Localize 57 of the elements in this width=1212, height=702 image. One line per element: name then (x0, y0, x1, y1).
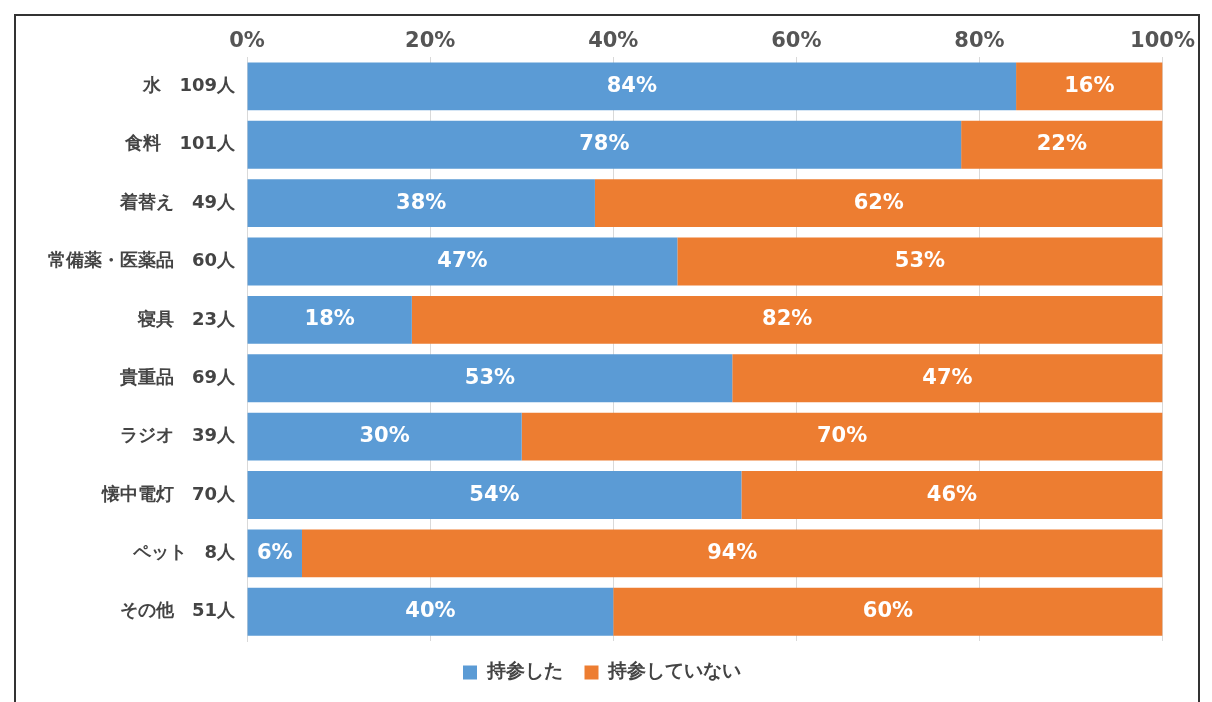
bar (247, 237, 678, 286)
x-tick-label: 20% (405, 28, 456, 53)
data-label: 40% (405, 598, 456, 623)
data-label: 30% (359, 423, 410, 448)
data-label: 53% (464, 364, 516, 389)
data-label: 6% (256, 539, 293, 564)
bar (247, 179, 595, 228)
y-tick-label: 常備薬・医薬品 60人 (47, 249, 237, 271)
data-label: 62% (853, 189, 904, 214)
data-label: 82% (762, 306, 813, 331)
y-tick-label: 懐中電灯 70人 (100, 482, 237, 504)
data-label: 94% (707, 539, 758, 564)
bar (741, 471, 1163, 519)
y-tick-label: 貴重品 69人 (118, 365, 237, 387)
legend-label: 持参していない (607, 659, 741, 682)
y-tick-label: 着替え 49人 (118, 190, 237, 212)
x-tick-label: 60% (771, 28, 822, 53)
data-label: 84% (606, 72, 657, 97)
data-label: 78% (579, 131, 630, 156)
data-label: 46% (926, 481, 978, 506)
data-label: 53% (894, 247, 946, 272)
bar (301, 529, 1163, 578)
bar (521, 412, 1163, 461)
x-tick-label: 80% (954, 28, 1005, 53)
data-label: 60% (862, 598, 914, 623)
data-label: 70% (817, 423, 868, 448)
data-label: 54% (469, 481, 520, 506)
bar (247, 62, 1017, 111)
y-tick-label: ラジオ 39人 (119, 424, 237, 446)
y-tick-label: 寝具 23人 (136, 307, 237, 329)
data-label: 18% (304, 306, 355, 331)
bar (247, 120, 962, 169)
y-tick-label: 水 109人 (142, 74, 237, 96)
bar (247, 295, 412, 344)
y-tick-label: その他 51人 (119, 599, 237, 621)
data-label: 22% (1036, 131, 1087, 156)
bar (247, 354, 733, 403)
x-tick-label: 0% (229, 28, 265, 53)
legend-label: 持参した (485, 659, 563, 682)
data-label: 16% (1064, 72, 1115, 97)
bar (594, 179, 1163, 228)
bar (247, 587, 614, 636)
x-tick-label: 100% (1130, 28, 1196, 53)
bar (961, 120, 1163, 169)
bar (247, 412, 522, 461)
bar (677, 237, 1163, 286)
data-label: 47% (922, 364, 973, 389)
bar (732, 354, 1163, 403)
bar (247, 471, 742, 519)
y-tick-label: ペット 8人 (131, 541, 237, 563)
bar (613, 587, 1163, 636)
x-tick-label: 40% (588, 28, 639, 53)
y-tick-label: 食料 101人 (124, 132, 237, 154)
data-label: 38% (396, 189, 447, 214)
bar (411, 295, 1163, 344)
bar (1016, 62, 1163, 111)
data-label: 47% (437, 247, 488, 272)
